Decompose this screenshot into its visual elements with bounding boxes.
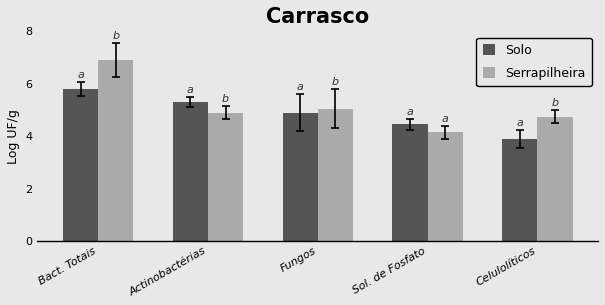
Bar <box>393 124 428 241</box>
Legend: Solo, Serrapilheira: Solo, Serrapilheira <box>476 38 592 86</box>
Text: a: a <box>77 70 84 80</box>
Bar <box>63 89 98 241</box>
Bar <box>428 132 463 241</box>
Bar <box>98 60 133 241</box>
Text: a: a <box>407 107 413 117</box>
Text: a: a <box>442 114 449 124</box>
Bar <box>283 113 318 241</box>
Text: a: a <box>517 117 523 127</box>
Bar <box>502 139 537 241</box>
Bar <box>318 109 353 241</box>
Bar <box>208 113 243 241</box>
Text: b: b <box>112 31 119 41</box>
Y-axis label: Log UF/g: Log UF/g <box>7 109 20 164</box>
Text: b: b <box>551 98 558 108</box>
Bar <box>537 117 572 241</box>
Title: Carrasco: Carrasco <box>266 7 370 27</box>
Text: a: a <box>297 82 304 92</box>
Text: a: a <box>187 85 194 95</box>
Text: b: b <box>222 94 229 104</box>
Text: b: b <box>332 77 339 87</box>
Bar <box>173 102 208 241</box>
